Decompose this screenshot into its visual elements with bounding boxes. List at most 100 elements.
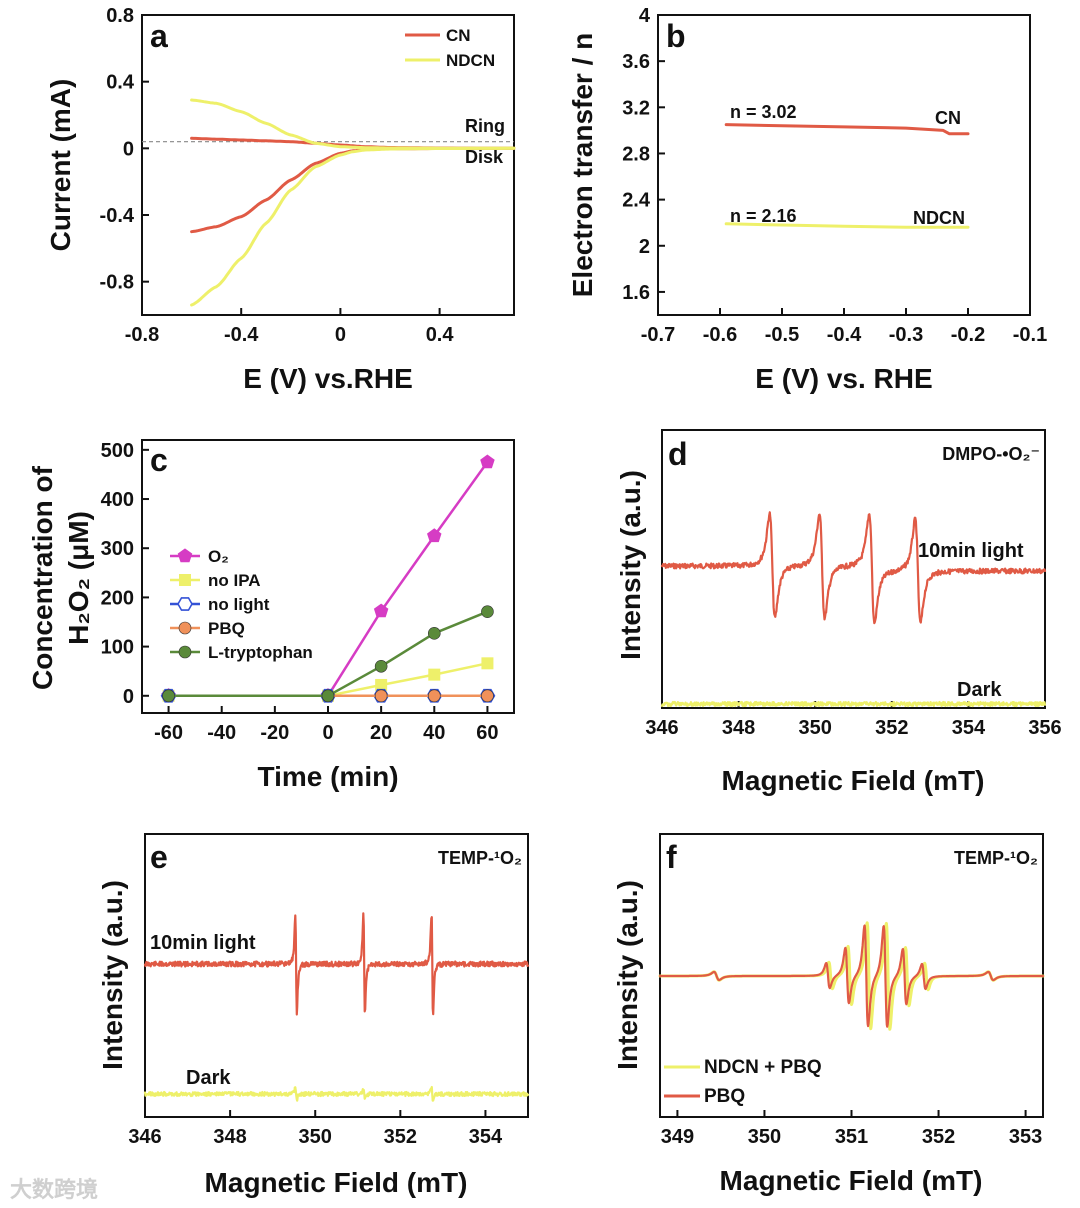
annotation-light-e: 10min light — [150, 932, 256, 954]
y-tick-label-c: 0 — [123, 686, 134, 708]
plot-frame-b — [657, 14, 1031, 316]
x-axis-label-a: E (V) vs.RHE — [243, 363, 413, 394]
x-tick-label-c: -40 — [207, 722, 236, 744]
legend-label-c-3: PBQ — [208, 619, 245, 638]
legend-label-c-0: O₂ — [208, 547, 229, 566]
x-tick-label-e: 348 — [213, 1126, 246, 1148]
panel-label-b: b — [666, 18, 686, 54]
x-tick-label-d: 352 — [875, 717, 908, 739]
y-axis-label-e: Intensity (a.u.) — [97, 880, 128, 1070]
x-tick-label-f: 349 — [661, 1126, 694, 1148]
annotation-light-d: 10min light — [918, 540, 1024, 562]
legend-marker-c-0 — [177, 548, 193, 563]
annotation-n-ndcn: n = 2.16 — [730, 206, 797, 226]
legend-marker-c-3 — [178, 621, 192, 635]
series-line-f-pbq — [658, 924, 1045, 1028]
y-axis-label-a: Current (mA) — [45, 79, 76, 252]
y-tick-label-b: 3.6 — [622, 51, 650, 73]
x-axis-label-f: Magnetic Field (mT) — [720, 1165, 983, 1196]
series-line-d-light — [660, 511, 1047, 625]
data-point-c-3-3 — [427, 689, 441, 703]
data-point-c-3-4 — [481, 689, 494, 703]
x-tick-label-b: -0.7 — [641, 324, 675, 346]
y-tick-label-b: 3.2 — [622, 97, 650, 119]
x-tick-label-b: -0.5 — [765, 324, 799, 346]
panel-label-d: d — [668, 436, 688, 472]
x-tick-label-b: -0.6 — [703, 324, 737, 346]
x-tick-label-b: -0.4 — [827, 324, 862, 346]
x-tick-label-b: -0.2 — [951, 324, 985, 346]
series-line-d-dark — [660, 700, 1047, 708]
annotation-dark-d: Dark — [957, 679, 1002, 701]
y-tick-label-c: 400 — [101, 489, 134, 511]
y-tick-label-b: 2.8 — [622, 143, 650, 165]
series-line-e-light — [143, 912, 530, 1016]
series-line-b-1 — [724, 222, 970, 229]
x-tick-label-e: 354 — [469, 1126, 503, 1148]
y-tick-label-b: 1.6 — [622, 282, 650, 304]
panel-c: c Time (min) Concentration of H₂O₂ (μM) … — [27, 439, 515, 792]
x-tick-label-b: -0.1 — [1013, 324, 1047, 346]
y-axis-label-f: Intensity (a.u.) — [612, 880, 643, 1070]
panel-b: b E (V) vs. RHE Electron transfer / n n … — [567, 5, 1047, 394]
y-tick-label-a: 0 — [123, 138, 134, 160]
legend-marker-c-1 — [179, 574, 191, 586]
x-axis-label-d: Magnetic Field (mT) — [722, 765, 985, 796]
x-tick-label-d: 350 — [799, 717, 832, 739]
watermark: 大数跨境 — [10, 1177, 99, 1202]
x-axis-label-b: E (V) vs. RHE — [755, 363, 932, 394]
data-point-c-0-3 — [427, 528, 442, 543]
title-f: TEMP-¹O₂ — [954, 848, 1038, 868]
panel-label-e: e — [150, 839, 168, 875]
data-point-c-0-2 — [373, 603, 389, 618]
legend-label-ndcn-pbq: NDCN + PBQ — [704, 1057, 822, 1078]
y-tick-label-c: 500 — [101, 440, 134, 462]
panel-label-a: a — [150, 18, 168, 54]
x-tick-label-a: -0.4 — [224, 324, 259, 346]
x-tick-label-c: 20 — [370, 722, 392, 744]
x-tick-label-c: 0 — [322, 722, 333, 744]
legend-label-c-2: no light — [208, 595, 270, 614]
y-tick-label-a: 0.4 — [106, 72, 135, 94]
y-tick-label-b: 2.4 — [622, 190, 651, 212]
data-point-c-4-4 — [481, 605, 494, 618]
x-tick-label-c: -60 — [154, 722, 183, 744]
data-point-c-4-3 — [427, 627, 441, 640]
data-point-c-1-4 — [481, 657, 494, 670]
panel-d: d Magnetic Field (mT) Intensity (a.u.) D… — [615, 429, 1062, 796]
y-tick-label-a: -0.4 — [100, 205, 135, 227]
x-tick-label-a: -0.8 — [125, 324, 159, 346]
panel-label-f: f — [666, 839, 677, 875]
series-line-a-3 — [190, 146, 516, 307]
plot-frame-e — [144, 833, 529, 1118]
data-point-c-0-4 — [480, 454, 495, 469]
x-tick-label-d: 356 — [1028, 717, 1061, 739]
y-tick-label-b: 2 — [639, 236, 650, 258]
series-line-b-0 — [724, 123, 970, 136]
y-tick-label-b: 4 — [639, 5, 651, 27]
annotation-n-cn: n = 3.02 — [730, 102, 797, 122]
x-axis-label-e: Magnetic Field (mT) — [205, 1167, 468, 1198]
annotation-disk: Disk — [465, 147, 504, 167]
y-tick-label-c: 100 — [101, 637, 134, 659]
y-axis-label-d: Intensity (a.u.) — [615, 470, 646, 660]
annotation-cn: CN — [935, 108, 961, 128]
annotation-ring: Ring — [465, 116, 505, 136]
annotation-dark-e: Dark — [186, 1067, 231, 1089]
series-line-e-dark — [143, 1085, 530, 1102]
x-tick-label-c: 60 — [476, 722, 498, 744]
data-point-c-4-1 — [321, 689, 335, 703]
x-tick-label-e: 352 — [384, 1126, 417, 1148]
legend-label-c-4: L-tryptophan — [208, 643, 313, 662]
x-tick-label-d: 346 — [645, 717, 678, 739]
y-axis-label-b: Electron transfer / n — [567, 33, 598, 298]
x-tick-label-a: 0 — [335, 324, 346, 346]
panel-a: a E (V) vs.RHE Current (mA) Ring Disk CN… — [45, 5, 516, 394]
x-tick-label-f: 351 — [835, 1126, 868, 1148]
y-axis-label-c-line2: H₂O₂ (μM) — [63, 511, 94, 645]
annotation-ndcn: NDCN — [913, 208, 965, 228]
data-point-c-4-0 — [162, 689, 175, 703]
legend-marker-c-2 — [177, 597, 193, 611]
panel-label-c: c — [150, 442, 168, 478]
